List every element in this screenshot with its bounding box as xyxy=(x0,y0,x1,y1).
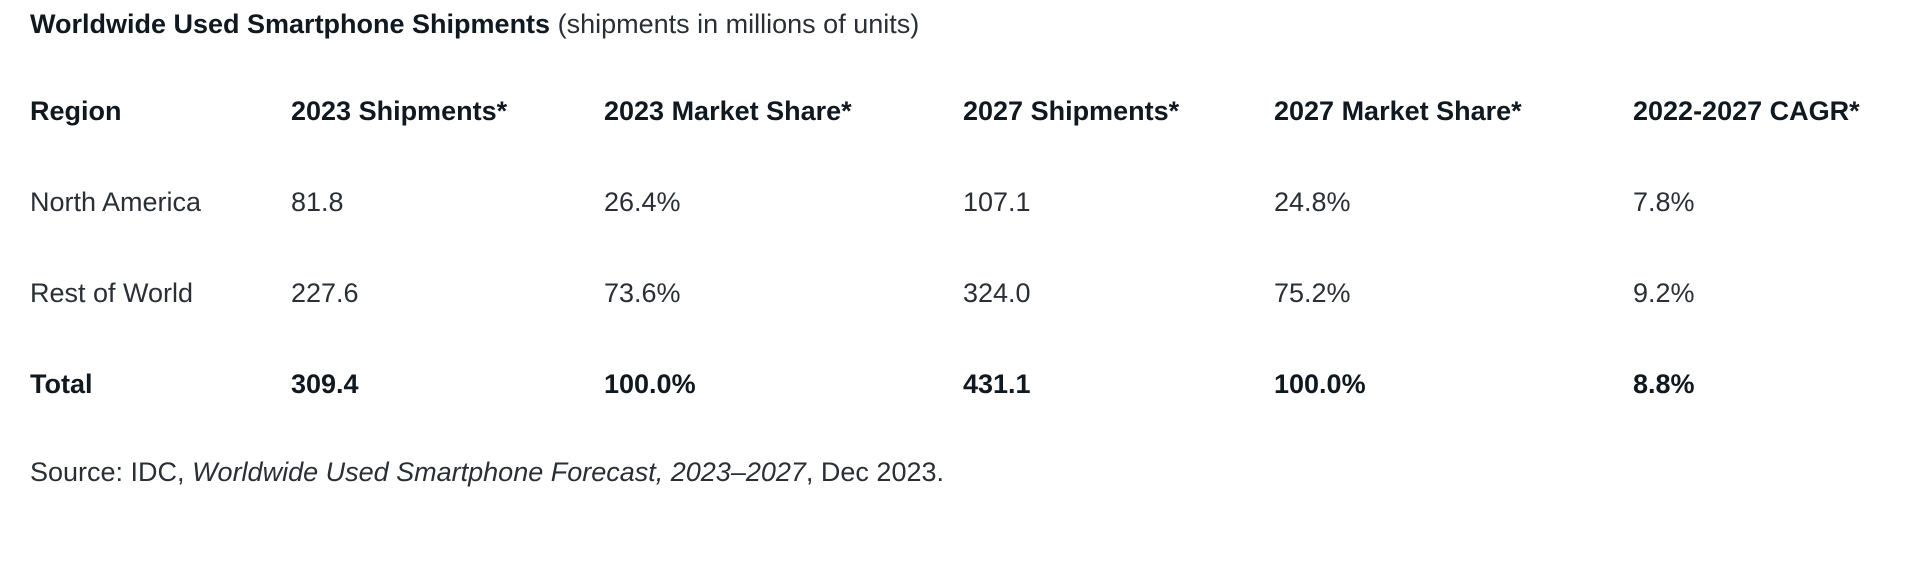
cell-2027-market-share: 24.8% xyxy=(1274,187,1351,217)
header-cagr: 2022-2027 CAGR* xyxy=(1633,96,1860,126)
table-row: Rest of World 227.6 73.6% 324.0 75.2% 9.… xyxy=(30,248,1900,339)
header-2023-shipments: 2023 Shipments* xyxy=(291,96,508,126)
cell-cagr: 7.8% xyxy=(1633,187,1695,217)
title-subtitle: (shipments in millions of units) xyxy=(557,9,920,39)
source-prefix: Source: IDC, xyxy=(30,457,193,487)
header-2027-shipments: 2027 Shipments* xyxy=(963,96,1180,126)
cell-2023-market-share: 26.4% xyxy=(604,187,681,217)
table-title: Worldwide Used Smartphone Shipments (shi… xyxy=(30,4,919,44)
cell-2027-shipments: 324.0 xyxy=(963,278,1031,308)
header-2023-market-share: 2023 Market Share* xyxy=(604,96,852,126)
title-main: Worldwide Used Smartphone Shipments xyxy=(30,9,551,39)
shipments-table: Region 2023 Shipments* 2023 Market Share… xyxy=(30,66,1900,430)
cell-region: North America xyxy=(30,187,202,217)
cell-region: Rest of World xyxy=(30,278,194,308)
table-row: North America 81.8 26.4% 107.1 24.8% 7.8… xyxy=(30,157,1900,248)
header-2027-market-share: 2027 Market Share* xyxy=(1274,96,1522,126)
cell-2023-shipments: 81.8 xyxy=(291,187,344,217)
cell-cagr: 9.2% xyxy=(1633,278,1695,308)
total-2027-market-share: 100.0% xyxy=(1274,369,1366,399)
cell-2027-shipments: 107.1 xyxy=(963,187,1031,217)
total-label: Total xyxy=(30,369,93,399)
total-2023-market-share: 100.0% xyxy=(604,369,696,399)
header-row: Region 2023 Shipments* 2023 Market Share… xyxy=(30,66,1900,157)
source-note: Source: IDC, Worldwide Used Smartphone F… xyxy=(30,452,944,492)
header-region: Region xyxy=(30,96,122,126)
total-2027-shipments: 431.1 xyxy=(963,369,1031,399)
cell-2023-market-share: 73.6% xyxy=(604,278,681,308)
source-suffix: , Dec 2023. xyxy=(805,457,944,487)
cell-2027-market-share: 75.2% xyxy=(1274,278,1351,308)
cell-2023-shipments: 227.6 xyxy=(291,278,359,308)
total-2023-shipments: 309.4 xyxy=(291,369,359,399)
total-row: Total 309.4 100.0% 431.1 100.0% 8.8% xyxy=(30,339,1900,430)
source-report-title: Worldwide Used Smartphone Forecast, 2023… xyxy=(192,457,806,487)
total-cagr: 8.8% xyxy=(1633,369,1695,399)
